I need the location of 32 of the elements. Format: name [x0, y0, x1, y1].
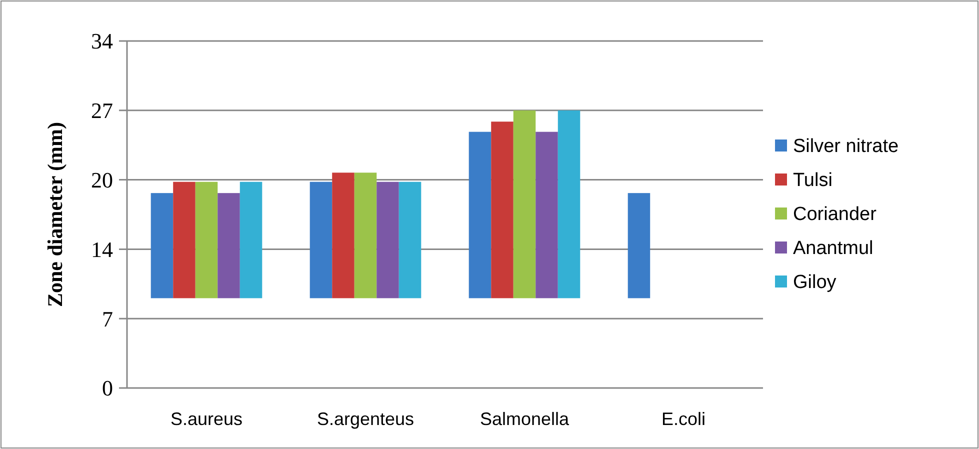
bar — [218, 193, 240, 298]
bar — [491, 122, 514, 298]
x-tick-label: E.coli — [661, 409, 706, 429]
bar — [376, 182, 399, 298]
y-tick-label: 0 — [102, 376, 113, 401]
bar — [332, 172, 354, 298]
bar — [398, 182, 422, 298]
legend-label: Tulsi — [793, 170, 832, 192]
legend-label: Anantmul — [793, 238, 874, 260]
y-axis-title: Zone diameter (mm) — [43, 122, 67, 308]
x-tick-label: S.argenteus — [316, 409, 414, 429]
legend-label: Coriander — [793, 204, 878, 226]
y-tick-label: 7 — [102, 306, 113, 332]
bar — [558, 110, 580, 298]
bar — [628, 193, 650, 298]
bar — [240, 182, 262, 298]
bar — [513, 110, 536, 298]
x-tick-label: Salmonella — [480, 409, 570, 429]
bar — [536, 132, 558, 298]
bar — [173, 182, 196, 298]
legend-label: Silver nitrate — [793, 136, 899, 158]
y-tick-label: 20 — [91, 168, 113, 192]
bar — [150, 193, 174, 298]
bar — [310, 182, 332, 298]
bar — [354, 172, 377, 298]
y-tick-label: 34 — [91, 28, 113, 54]
bar — [468, 132, 492, 298]
bar — [195, 182, 218, 298]
y-tick-label: 27 — [91, 98, 113, 124]
y-tick-label: 14 — [91, 236, 113, 262]
legend-label: Giloy — [793, 272, 837, 294]
x-tick-label: S.aureus — [170, 409, 243, 429]
